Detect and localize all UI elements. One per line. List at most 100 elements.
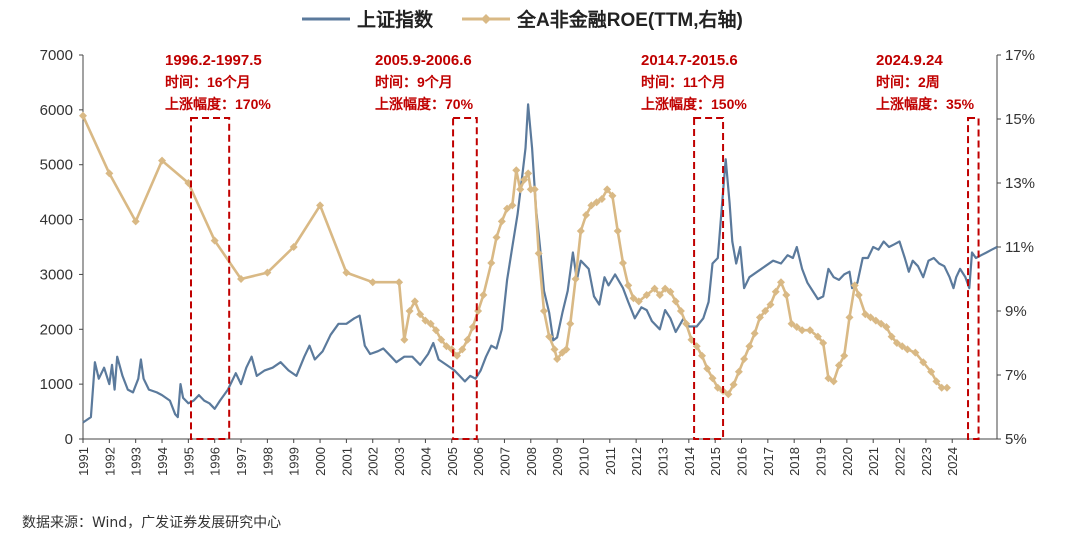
series-marker [813,332,822,341]
highlight-box-1 [189,117,231,440]
annotation-gain-4: 上涨幅度：35% [876,96,975,112]
series-marker [845,313,854,322]
series-marker [289,243,298,251]
series-marker [474,307,483,315]
x-axis: 1991 1992 1993 1994 1995 1996 1997 1998 1999 2000… [76,438,997,476]
series-marker [534,249,543,258]
series-marker [618,259,627,267]
x-tick-label: 2006 [471,447,486,476]
x-tick-label: 1993 [129,447,144,476]
x-tick-label: 2022 [893,447,908,476]
series-marker [871,316,880,325]
series-marker [545,332,554,341]
series-marker [892,339,901,347]
series-marker [342,268,351,277]
x-tick-label: 2010 [576,447,591,476]
series-marker [316,201,325,210]
series-marker [877,319,886,328]
y-right-tick-label: 15% [1005,111,1035,128]
x-tick-label: 2007 [497,447,512,476]
y-right-tick-label: 9% [1005,303,1027,320]
series-marker [395,278,404,287]
series-marker [405,307,414,315]
y-left-tick-label: 4000 [40,212,73,229]
series-marker [539,307,548,315]
series-marker [805,326,814,335]
x-tick-label: 2016 [735,447,750,476]
series-marker [592,198,601,207]
annotation-title-3: 2014.7-2015.6 [641,52,738,69]
x-tick-label: 2002 [366,447,381,476]
y-left-tick-label: 1000 [40,376,73,393]
series-marker [661,284,670,293]
series-marker [887,332,896,341]
series-marker [713,383,722,392]
series-marker [550,345,559,354]
x-tick-label: 2001 [339,447,354,476]
series-marker [587,201,596,210]
series-marker [479,291,488,299]
series-marker [798,326,807,335]
series-marker [512,166,521,175]
series-marker [431,326,440,335]
highlight-box-4 [967,117,980,440]
series-marker [854,291,863,299]
series-marker [729,380,738,389]
series-marker [834,361,843,370]
x-tick-label: 2004 [418,447,433,476]
x-tick-label: 1999 [287,447,302,476]
series-marker [603,185,612,194]
x-tick-label: 1995 [181,447,196,476]
x-tick-label: 1991 [76,447,91,476]
series-marker [421,316,430,325]
y-axis-right: 5% 7% 9% 11% 13% 15% 17% [996,47,1035,448]
x-tick-label: 2009 [550,447,565,476]
series-marker [840,351,849,360]
x-tick-label: 1997 [234,447,249,476]
series-marker [508,201,517,210]
annotation-duration-4: 时间：2周 [876,74,940,90]
series-marker [755,313,764,322]
y-left-tick-label: 3000 [40,266,73,283]
y-axis-left: 0 1000 2000 3000 4000 5000 6000 7000 [40,47,84,448]
series-marker [530,185,539,194]
legend-label-roe: 全A非金融ROE(TTM,右轴) [516,8,743,31]
series-marker [682,319,691,328]
series-marker [487,259,496,267]
series-marker [766,300,775,309]
series-marker [453,351,462,360]
x-tick-label: 2024 [945,447,960,476]
series-marker [562,345,571,354]
x-tick-label: 2015 [708,447,723,476]
series-marker [553,355,562,363]
series-marker [410,297,419,306]
series-marker [597,195,606,203]
x-tick-label: 2013 [655,447,670,476]
annotation-title-2: 2005.9-2006.6 [375,52,472,69]
series-marker [861,310,870,319]
x-tick-label: 2012 [629,447,644,476]
series-marker [105,169,114,178]
series-marker [777,278,786,287]
y-left-tick-label: 7000 [40,47,73,64]
series-marker [158,156,167,165]
x-tick-label: 2019 [814,447,829,476]
x-tick-label: 2023 [919,447,934,476]
series-marker [608,191,617,200]
annotation-gain-3: 上涨幅度：150% [641,96,747,112]
series-marker [703,364,712,373]
x-tick-label: 2021 [866,447,881,476]
y-right-tick-label: 7% [1005,367,1027,384]
series-marker [426,319,435,328]
y-left-tick-label: 5000 [40,157,73,174]
series-marker [642,291,651,299]
series-marker [655,291,664,299]
y-left-tick-label: 6000 [40,102,73,119]
series-marker [613,227,622,235]
legend-marker-roe [481,14,491,24]
series-marker [771,287,780,296]
series-marker [919,358,928,367]
annotation-title-1: 1996.2-1997.5 [165,52,262,69]
x-tick-label: 2020 [840,447,855,476]
series-marker [782,291,791,299]
